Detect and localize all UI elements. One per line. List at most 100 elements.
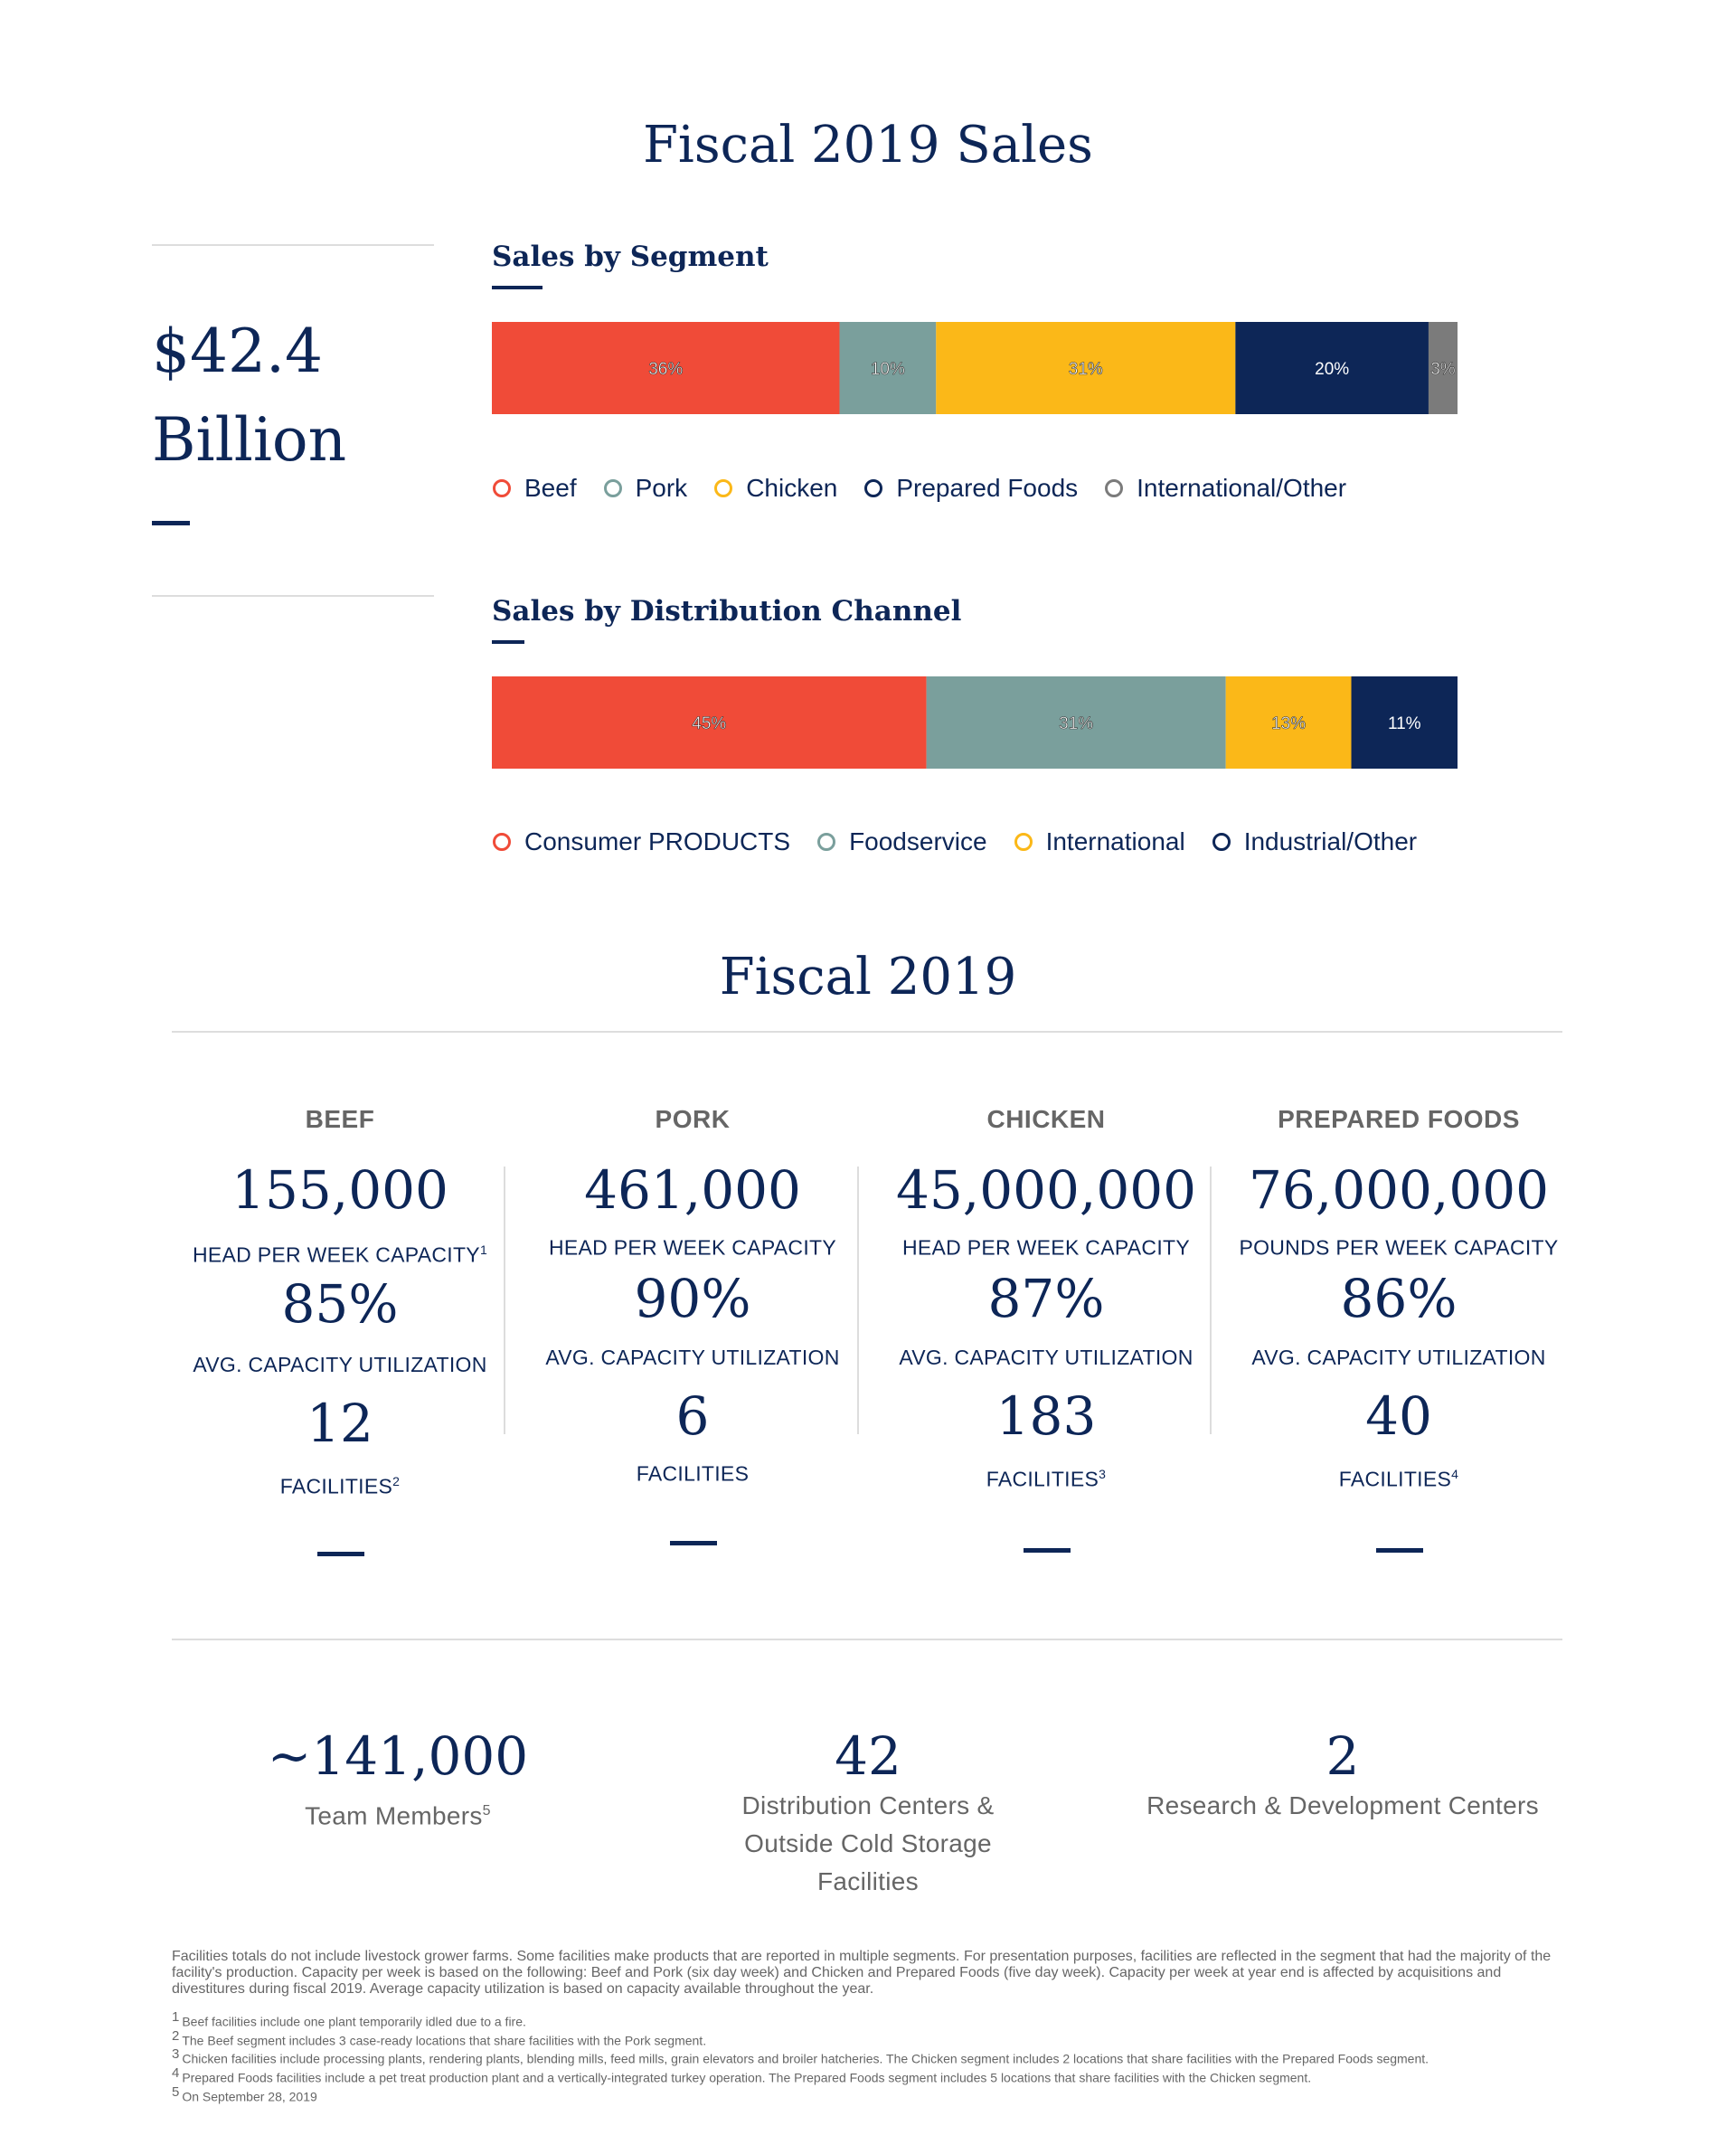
footnote-ref: 5: [482, 1803, 491, 1819]
footnote-text: Prepared Foods facilities include a pet …: [182, 2070, 1312, 2085]
legend-label: Industrial/Other: [1243, 827, 1418, 855]
capacity-label: HEAD PER WEEK CAPACITY: [516, 1235, 869, 1261]
bar-segment-foodservice: [926, 676, 1226, 769]
legend-label: International: [1045, 827, 1185, 855]
stat-label: Research & Development Centers: [1146, 1791, 1539, 1819]
stat-value: 42: [835, 1725, 901, 1787]
bar-label-chicken: 31%: [1069, 360, 1103, 379]
capacity-label: HEAD PER WEEK CAPACITY1: [164, 1242, 516, 1268]
utilization-label: AVG. CAPACITY UTILIZATION: [899, 1346, 1194, 1369]
legend-marker-icon: [714, 479, 733, 497]
bar-segment-beef: [492, 322, 840, 414]
column-dash: [317, 1552, 364, 1556]
legend-label: Prepared Foods: [896, 474, 1079, 502]
total-sales: $42.4 Billion: [152, 307, 346, 485]
capacity-value: 45,000,000: [895, 1159, 1197, 1221]
divider-bottom-left: [152, 595, 434, 597]
segment-legend: Beef Pork Chicken Prepared Foods Internation…: [493, 470, 1373, 506]
capacity-value: 76,000,000: [1248, 1159, 1550, 1221]
total-sales-amount: $42.4: [152, 316, 323, 386]
legend-item-chicken: Chicken: [714, 474, 837, 503]
stat-label: Team Members5: [217, 1792, 579, 1835]
facilities-label: FACILITIES2: [164, 1474, 516, 1499]
stat-value: ~141,000: [267, 1725, 529, 1787]
footnote-text: Beef facilities include one plant tempor…: [182, 2014, 526, 2029]
facilities-value: 183: [995, 1385, 1097, 1447]
segment-stacked-bar-chart: 36% 10% 31% 20% 3%: [492, 322, 1458, 414]
divider-top-left: [152, 244, 434, 246]
utilization-label: AVG. CAPACITY UTILIZATION: [193, 1353, 487, 1376]
legend-marker-icon: [1105, 479, 1124, 497]
bar-label-industrial-other: 11%: [1388, 714, 1421, 733]
column-dash: [670, 1541, 717, 1545]
channel-chart-title: Sales by Distribution Channel: [492, 595, 962, 628]
legend-marker-icon: [493, 479, 511, 497]
footnote-text: Chicken facilities include processing pl…: [182, 2051, 1429, 2066]
footnote: 4 Prepared Foods facilities include a pet…: [172, 2064, 1564, 2085]
bar-segment-international-other: [1428, 322, 1458, 414]
column-dash: [1376, 1548, 1423, 1553]
legend-item-international-other: International/Other: [1105, 474, 1346, 503]
facilities-label-text: FACILITIES: [279, 1474, 393, 1498]
segment-name: BEEF: [305, 1105, 375, 1133]
stat-label-text: Team Members: [305, 1801, 483, 1830]
channel-stacked-bar-chart: 45% 31% 13% 11%: [492, 676, 1458, 769]
footnote-ref: 1: [479, 1242, 488, 1257]
stat-label: Distribution Centers & Outside Cold Stor…: [741, 1791, 995, 1895]
legend-label: International/Other: [1137, 474, 1347, 502]
legend-label: Consumer PRODUCTS: [524, 827, 791, 855]
legend-item-pork: Pork: [603, 474, 688, 503]
segment-name: CHICKEN: [986, 1105, 1106, 1133]
capacity-label: HEAD PER WEEK CAPACITY: [870, 1235, 1222, 1261]
footnote: 1 Beef facilities include one plant tempo…: [172, 2010, 1564, 2029]
column-separator: [1210, 1167, 1212, 1434]
operations-bottom-rule: [172, 1639, 1562, 1640]
utilization-value: 87%: [987, 1268, 1105, 1329]
capacity-label-text: HEAD PER WEEK CAPACITY: [548, 1235, 836, 1260]
capacity-value: 155,000: [231, 1159, 448, 1221]
legend-item-consumer-products: Consumer PRODUCTS: [493, 827, 790, 856]
channel-legend: Consumer PRODUCTS Foodservice Internationa…: [493, 824, 1444, 860]
bar-label-foodservice: 31%: [1059, 714, 1093, 733]
capacity-label-text: HEAD PER WEEK CAPACITY: [901, 1235, 1190, 1260]
total-sales-dash: [152, 521, 190, 525]
footnote-text: The Beef segment includes 3 case-ready l…: [182, 2033, 707, 2048]
footnote: 3 Chicken facilities include processing p…: [172, 2047, 1564, 2066]
footnote-ref: 3: [1099, 1467, 1107, 1481]
legend-marker-icon: [1014, 833, 1033, 851]
legend-item-industrial-other: Industrial/Other: [1212, 827, 1417, 856]
facilities-label-text: FACILITIES: [1338, 1467, 1452, 1491]
facilities-label: FACILITIES3: [870, 1467, 1222, 1492]
footnote: 2 The Beef segment includes 3 case-ready …: [172, 2028, 1564, 2048]
capacity-label-text: POUNDS PER WEEK CAPACITY: [1239, 1235, 1559, 1260]
bar-label-prepared-foods: 20%: [1315, 360, 1349, 379]
bar-label-international-other: 3%: [1430, 360, 1456, 379]
facilities-label-text: FACILITIES: [986, 1467, 1099, 1491]
legend-label: Foodservice: [849, 827, 987, 855]
operations-title: Fiscal 2019: [719, 948, 1017, 1006]
footnote-number: 4: [172, 2064, 180, 2081]
facilities-label: FACILITIES4: [1222, 1467, 1575, 1492]
footnote-ref: 4: [1451, 1467, 1459, 1481]
legend-marker-icon: [864, 479, 883, 497]
facilities-value: 6: [675, 1385, 710, 1447]
total-sales-unit: Billion: [152, 405, 347, 475]
legend-marker-icon: [1212, 833, 1231, 851]
footnote-number: 3: [172, 2046, 180, 2063]
capacity-label: POUNDS PER WEEK CAPACITY: [1222, 1235, 1575, 1261]
channel-chart-title-underline: [492, 640, 524, 644]
utilization-label: AVG. CAPACITY UTILIZATION: [1251, 1346, 1546, 1369]
operations-top-rule: [172, 1031, 1562, 1033]
column-separator: [857, 1167, 859, 1434]
notes-paragraph: Facilities totals do not include livesto…: [172, 1949, 1552, 1997]
legend-marker-icon: [817, 833, 836, 851]
segment-chart-title-underline: [492, 286, 542, 289]
legend-item-beef: Beef: [493, 474, 577, 503]
segment-chart-title: Sales by Segment: [492, 241, 769, 273]
bar-segment-prepared-foods: [1235, 322, 1429, 414]
bar-segment-international: [1225, 676, 1352, 769]
stat-value: 2: [1326, 1725, 1360, 1787]
legend-label: Chicken: [746, 474, 838, 502]
legend-label: Pork: [635, 474, 688, 502]
segment-name: PREPARED FOODS: [1278, 1105, 1520, 1133]
